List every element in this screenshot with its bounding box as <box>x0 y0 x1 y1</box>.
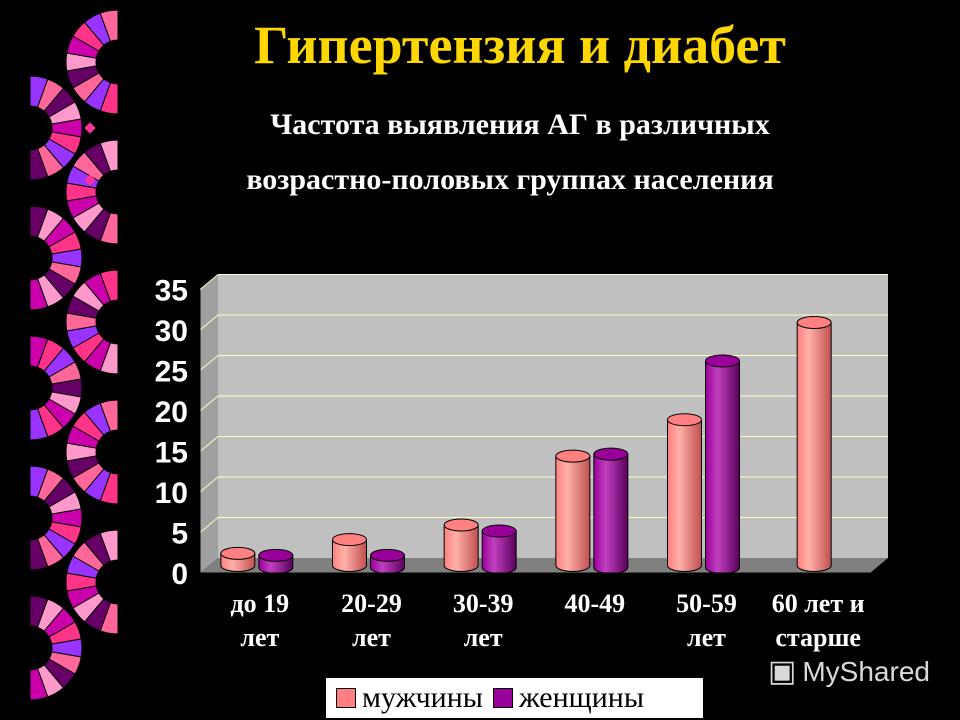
decorative-ribbon <box>29 9 119 701</box>
bar-women-3 <box>593 453 629 574</box>
slide-title: Гипертензия и диабет <box>254 15 786 75</box>
ribbon-fan <box>65 529 119 635</box>
ribbon-fan <box>29 465 83 571</box>
ribbon-fan <box>29 205 83 311</box>
x-tick-label: лет <box>240 623 279 652</box>
ribbon-segment <box>29 668 49 701</box>
bar-top-men-2 <box>443 518 479 532</box>
gridline-side <box>199 395 219 412</box>
bar-men-3 <box>555 455 591 572</box>
y-tick-label: 5 <box>171 518 188 551</box>
bar-top-women-1 <box>370 548 405 562</box>
ribbon-fan <box>29 75 83 181</box>
legend-swatch-women <box>492 688 513 708</box>
gridline-side <box>199 274 219 290</box>
y-tick-label: 35 <box>155 275 188 308</box>
bar-women-4 <box>705 360 740 574</box>
ribbon-fan <box>29 595 83 701</box>
bar-chart: 0 5 10 15 20 25 30 35 до 19 лет 20-29 лет 30-39 лет 40… <box>155 274 888 652</box>
bar-top-men-3 <box>555 449 591 463</box>
y-tick-label: 30 <box>155 315 188 348</box>
plot-side-wall <box>200 274 218 573</box>
y-tick-label: 15 <box>155 437 188 470</box>
chart-legend: мужчины женщины <box>324 676 705 720</box>
bar-men-1 <box>332 539 367 572</box>
gridline-side <box>199 355 219 371</box>
bar-top-women-4 <box>705 354 740 368</box>
gridline-side <box>199 517 219 533</box>
x-tick-label: 50-59 <box>676 589 737 618</box>
bar-men-4 <box>667 419 702 572</box>
bar-top-men-4 <box>667 413 702 427</box>
legend-label-men: мужчины <box>362 681 483 714</box>
slide-subtitle-line1: Частота выявления АГ в различных <box>270 108 770 141</box>
legend-label-women: женщины <box>518 681 645 714</box>
ribbon-fan <box>65 269 119 375</box>
x-tick-label: 40-49 <box>564 589 625 618</box>
watermark-text: MyShared <box>802 655 930 687</box>
ribbon-segment <box>29 538 49 571</box>
slide-subtitle-line2: возрастно-половых группах населения <box>246 163 774 196</box>
ribbon-fan <box>65 139 119 245</box>
x-tick-label: 30-39 <box>453 589 514 618</box>
ribbon-fan <box>29 335 83 441</box>
bar-top-men-1 <box>332 533 367 547</box>
plot-floor <box>200 558 888 573</box>
ribbon-segment <box>29 278 49 311</box>
ribbon-fan <box>65 9 119 115</box>
y-tick-label: 0 <box>171 558 188 591</box>
watermark-logo-icon: ▣ <box>768 655 797 688</box>
bar-top-women-3 <box>593 447 629 461</box>
x-tick-label: лет <box>352 623 391 652</box>
x-tick-label: 20-29 <box>341 589 402 618</box>
ribbon-fan <box>65 399 119 505</box>
bar-men-5 <box>796 322 832 572</box>
bar-men-2 <box>443 524 479 572</box>
x-tick-label: лет <box>687 623 726 652</box>
gridline-side <box>199 314 219 331</box>
bar-top-men-5 <box>796 316 832 329</box>
gridline-side <box>199 476 219 493</box>
legend-swatch-men <box>336 688 356 708</box>
y-tick-label: 25 <box>155 356 188 389</box>
ribbon-segment <box>99 139 119 172</box>
ribbon-segment <box>99 269 119 302</box>
x-tick-label: до 19 <box>231 589 290 618</box>
bar-top-women-0 <box>258 548 294 562</box>
x-tick-label: лет <box>464 623 503 652</box>
ribbon-segment <box>99 9 119 42</box>
x-tick-label: 60 лет и <box>772 589 865 618</box>
x-tick-label: старше <box>775 623 861 652</box>
y-tick-label: 10 <box>155 477 188 510</box>
bar-top-men-0 <box>220 546 256 560</box>
gridline-side <box>199 436 219 452</box>
y-tick-label: 20 <box>155 396 188 429</box>
watermark: ▣ MyShared <box>768 654 930 689</box>
ribbon-segment <box>29 408 49 441</box>
plot-back-wall <box>218 274 888 558</box>
ribbon-segment <box>29 148 49 181</box>
ribbon-segment <box>99 529 119 562</box>
ribbon-segment <box>99 399 119 432</box>
bar-top-women-2 <box>481 524 517 538</box>
